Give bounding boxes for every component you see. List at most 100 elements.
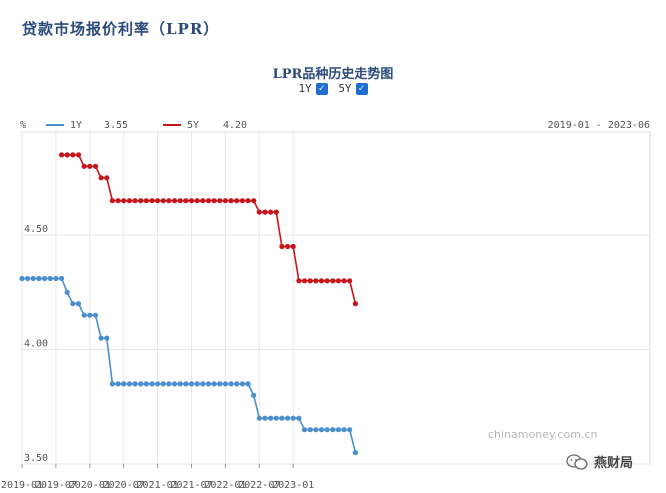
data-point-5y: [132, 198, 138, 204]
data-point-5y: [296, 278, 302, 284]
data-point-1y: [81, 312, 87, 318]
wechat-badge: 燕财局: [566, 452, 633, 471]
toggle-5y[interactable]: 5Y ✓: [338, 82, 368, 95]
data-point-1y: [279, 415, 285, 421]
legend-5y-label: 5Y: [187, 120, 199, 131]
page-title: 贷款市场报价利率（LPR）: [22, 20, 220, 38]
wechat-account: 燕财局: [594, 456, 634, 471]
y-tick-label: 3.50: [24, 453, 48, 464]
y-unit-label: %: [20, 120, 26, 131]
data-point-1y: [132, 381, 138, 387]
watermark: chinamoney.com.cn: [488, 428, 598, 441]
data-point-5y: [126, 198, 132, 204]
data-point-5y: [188, 198, 195, 204]
data-point-1y: [104, 335, 110, 341]
data-point-1y: [155, 381, 161, 387]
data-point-5y: [347, 278, 353, 284]
data-point-1y: [70, 301, 76, 307]
data-point-1y: [273, 415, 279, 421]
toggle-5y-label: 5Y: [338, 82, 352, 95]
data-point-5y: [104, 175, 110, 181]
data-point-1y: [30, 275, 36, 282]
data-point-5y: [352, 301, 358, 307]
data-point-5y: [279, 243, 285, 250]
data-point-5y: [109, 198, 115, 204]
data-point-5y: [268, 209, 274, 215]
legend-5y-value: 4.20: [223, 120, 247, 131]
data-point-5y: [234, 198, 240, 204]
data-point-1y: [330, 427, 336, 433]
data-point-1y: [59, 275, 65, 282]
x-tick-label: 2022-01: [204, 480, 246, 491]
data-point-1y: [53, 275, 59, 282]
x-tick-label: 2021-07: [170, 480, 212, 491]
data-point-1y: [211, 381, 217, 387]
data-point-5y: [81, 163, 87, 169]
data-point-5y: [285, 243, 291, 250]
checkbox-5y-icon[interactable]: ✓: [355, 82, 368, 95]
data-point-5y: [115, 198, 121, 204]
data-point-1y: [324, 427, 330, 433]
data-point-5y: [160, 198, 166, 204]
toggle-1y-label: 1Y: [298, 82, 312, 95]
data-point-1y: [335, 427, 341, 433]
data-point-1y: [19, 275, 25, 282]
data-point-5y: [341, 278, 347, 284]
data-point-1y: [143, 381, 149, 387]
data-point-1y: [149, 381, 155, 387]
data-point-1y: [177, 381, 183, 387]
data-point-1y: [234, 381, 240, 387]
data-point-5y: [59, 152, 65, 158]
x-tick-label: 2020-07: [103, 480, 145, 491]
data-point-5y: [256, 209, 262, 215]
data-point-1y: [47, 275, 53, 282]
data-point-1y: [268, 415, 274, 421]
data-point-5y: [92, 163, 99, 169]
data-point-5y: [301, 278, 308, 284]
data-point-5y: [166, 198, 172, 204]
data-point-1y: [42, 275, 48, 282]
data-point-1y: [285, 415, 291, 421]
data-point-1y: [205, 381, 212, 387]
y-tick-label: 4.00: [24, 339, 48, 350]
toggle-1y[interactable]: 1Y ✓: [298, 82, 328, 95]
data-point-1y: [75, 301, 82, 307]
data-point-5y: [87, 163, 93, 169]
data-point-1y: [183, 381, 189, 387]
data-point-5y: [324, 278, 330, 284]
plot-frame: [21, 131, 651, 465]
legend-1y-value: 3.55: [104, 120, 128, 131]
data-point-1y: [166, 381, 172, 387]
data-point-1y: [92, 312, 99, 318]
data-point-1y: [301, 427, 308, 433]
data-point-5y: [172, 198, 178, 204]
data-point-1y: [352, 450, 358, 456]
chart-title: LPR品种历史走势图: [272, 67, 394, 82]
data-point-5y: [313, 278, 319, 284]
data-point-5y: [262, 209, 268, 215]
data-point-5y: [239, 198, 245, 204]
data-point-5y: [64, 152, 70, 158]
data-point-1y: [126, 381, 132, 387]
date-range-label: 2019-01 - 2023-06: [548, 120, 650, 131]
data-point-1y: [307, 427, 313, 433]
data-point-1y: [313, 427, 319, 433]
data-point-1y: [115, 381, 121, 387]
data-point-1y: [290, 415, 296, 421]
chart-grid: 4.50 4.00 3.50 2019-012019-072020-012020-07…: [1, 131, 651, 491]
data-point-1y: [200, 381, 206, 387]
x-tick-label: 2020-01: [69, 480, 111, 491]
data-point-1y: [347, 427, 353, 433]
data-point-5y: [245, 198, 251, 204]
data-point-5y: [194, 198, 200, 204]
data-point-5y: [307, 278, 313, 284]
data-point-1y: [228, 381, 234, 387]
data-point-5y: [330, 278, 336, 284]
data-point-1y: [194, 381, 200, 387]
wechat-icon: [566, 453, 588, 470]
chart-series: [19, 152, 358, 456]
data-point-5y: [318, 278, 325, 284]
data-point-5y: [98, 175, 104, 181]
checkbox-1y-icon[interactable]: ✓: [315, 82, 328, 95]
